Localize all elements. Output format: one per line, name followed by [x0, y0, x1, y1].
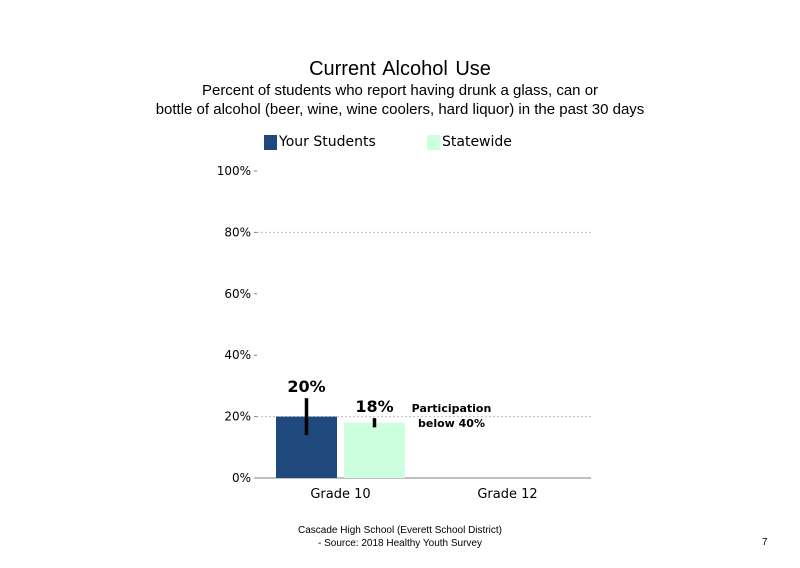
bar-statewide-grade-10	[344, 422, 405, 478]
page-number: 7	[762, 537, 768, 548]
footer-school: Cascade High School (Everett School Dist…	[298, 525, 502, 536]
legend-label-your-students: Your Students	[279, 134, 376, 150]
y-tick-label-0: 0%	[232, 471, 251, 485]
chart-subtitle-line1: Percent of students who report having dr…	[201, 82, 599, 99]
footer-source: - Source: 2018 Healthy Youth Survey	[318, 538, 482, 549]
legend-swatch-your-students	[264, 134, 277, 150]
data-label-statewide-grade-10: 18%	[355, 397, 393, 416]
annotation-line2: below 40%	[418, 417, 485, 430]
y-tick-label-100: 100%	[217, 164, 251, 178]
legend-label-statewide: Statewide	[442, 134, 512, 150]
x-tick-label-grade-12: Grade 12	[477, 487, 537, 502]
chart-title: Current Alcohol Use	[309, 58, 491, 80]
y-tick-label-20: 20%	[224, 410, 251, 424]
x-tick-label-grade-10: Grade 10	[310, 487, 370, 502]
legend-item-statewide: Statewide	[427, 134, 512, 150]
y-tick-label-80: 80%	[224, 225, 251, 239]
legend-item-your-students: Your Students	[264, 134, 376, 150]
legend-swatch-statewide	[427, 134, 440, 150]
chart-subtitle-line2: bottle of alcohol (beer, wine, wine cool…	[155, 101, 645, 118]
data-label-your-students-grade-10: 20%	[287, 377, 325, 396]
y-tick-label-60: 60%	[224, 287, 251, 301]
y-tick-label-40: 40%	[224, 348, 251, 362]
annotation-line1: Participation	[412, 402, 492, 415]
